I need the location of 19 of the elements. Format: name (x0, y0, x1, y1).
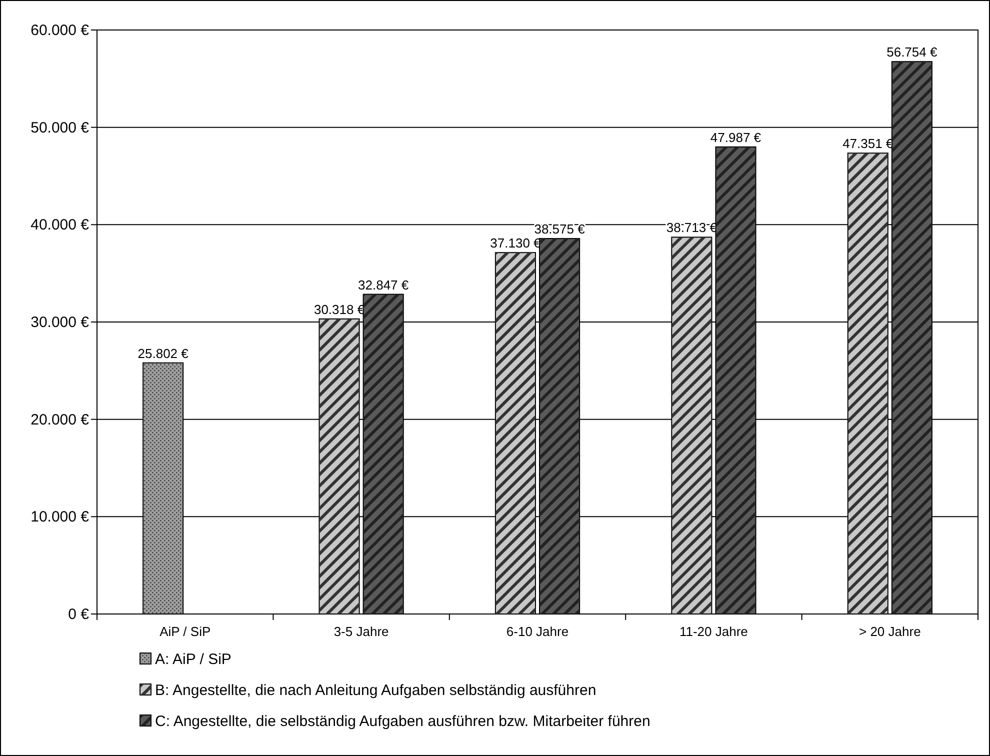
legend-label: B: Angestellte, die nach Anleitung Aufgaben selbständig ausführen (155, 682, 596, 699)
y-tick-label: 60.000 € (30, 22, 90, 39)
x-tick-label: > 20 Jahre (859, 624, 921, 639)
data-label: 56.754 € (886, 44, 938, 60)
y-tick-label: 50.000 € (30, 119, 90, 136)
data-label: 25.802 € (138, 346, 190, 361)
legend-label: C: Angestellte, die selbständig Aufgaben ausführen bzw. Mitarbeiter führen (155, 713, 650, 730)
x-tick-label: 3-5 Jahre (334, 624, 389, 639)
data-label: 32.847 € (358, 277, 410, 292)
y-tick-label: 10.000 € (30, 508, 90, 526)
x-tick-label: 11-20 Jahre (679, 624, 748, 639)
data-label: 47.987 € (710, 130, 762, 145)
y-tick-label: 40.000 € (30, 216, 90, 234)
x-tick-label: 6-10 Jahre (506, 624, 569, 639)
legend-label: A: AiP / SiP (155, 651, 232, 668)
y-tick-label: 30.000 € (30, 314, 90, 331)
y-tick-label: 0 € (68, 606, 90, 623)
x-tick-label: AiP / SiP (160, 624, 211, 639)
y-tick-label: 20.000 € (30, 411, 90, 428)
